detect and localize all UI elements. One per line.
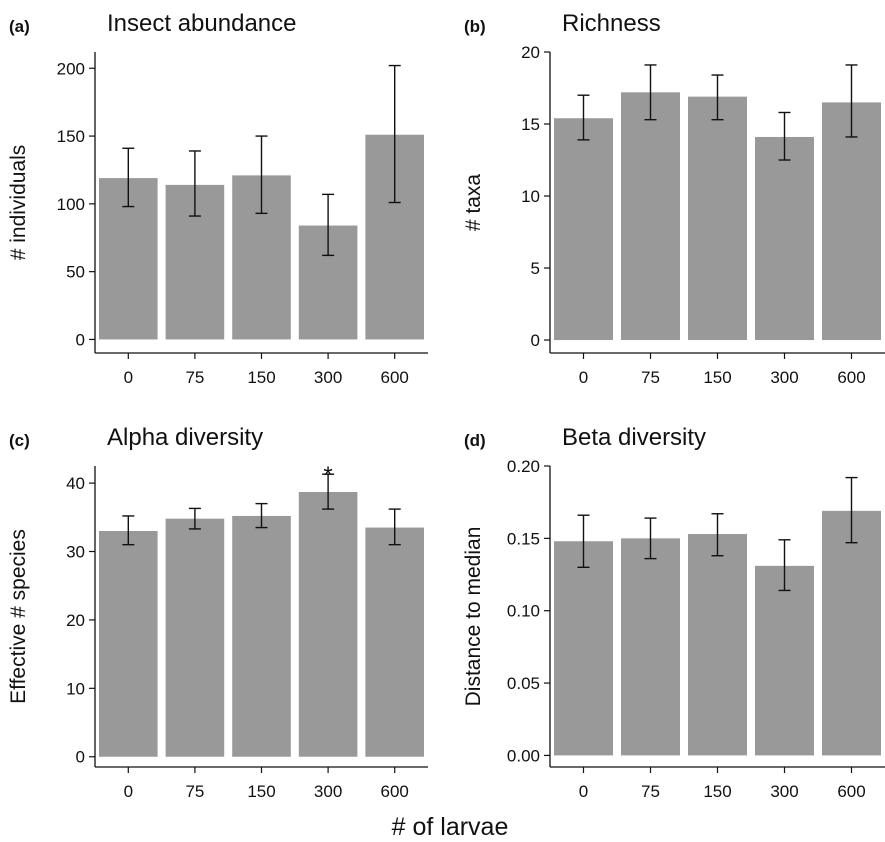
panels: (a) Insect abundance# individuals05010015…	[7, 10, 885, 801]
y-tick-label: 50	[66, 263, 85, 282]
bar	[232, 515, 291, 757]
bar	[554, 541, 613, 756]
x-tick-label: 0	[124, 368, 133, 387]
bar	[365, 527, 424, 757]
shared-x-axis-label: # of larvae	[392, 813, 509, 841]
x-tick-label: 75	[185, 782, 204, 801]
y-tick-label: 150	[57, 127, 85, 146]
error-bar	[644, 517, 657, 560]
x-tick-label: 150	[703, 782, 731, 801]
panel-letter: (c)	[9, 431, 30, 450]
x-tick-label: 150	[703, 368, 731, 387]
error-bar	[188, 150, 201, 217]
x-tick-label: 600	[381, 368, 409, 387]
chart-panel: (a) Insect abundance # individuals 0 50 100 15…	[7, 10, 428, 387]
y-tick-label: 0	[76, 748, 85, 767]
x-tick-label: 75	[641, 782, 660, 801]
error-bar	[255, 502, 268, 529]
x-tick-label: 300	[314, 368, 342, 387]
error-bar	[388, 508, 401, 546]
y-tick-label: 30	[66, 543, 85, 562]
y-tick-label: 0.00	[507, 746, 540, 765]
x-tick-label: 75	[185, 368, 204, 387]
bar	[621, 538, 680, 756]
y-axis-label: # individuals	[7, 145, 30, 261]
significance-marker: *	[323, 462, 332, 489]
bar	[822, 510, 881, 756]
y-tick-label: 15	[521, 115, 540, 134]
error-bar	[711, 74, 724, 121]
chart-panel: (d) Beta diversity Distance to median 0.00 0…	[462, 424, 885, 801]
x-tick-label: 75	[641, 368, 660, 387]
error-bar	[644, 64, 657, 121]
y-tick-label: 0.10	[507, 602, 540, 621]
y-tick-label: 20	[521, 43, 540, 62]
x-tick-label: 150	[247, 368, 275, 387]
y-tick-label: 10	[66, 679, 85, 698]
panel-title: Alpha diversity	[107, 424, 263, 451]
y-tick-label: 0	[531, 331, 540, 350]
error-bar	[322, 473, 335, 510]
panel-title: Beta diversity	[562, 424, 706, 451]
chart-panel: (c) Alpha diversity Effective # species * 0 1…	[7, 424, 428, 801]
x-tick-label: 0	[579, 368, 588, 387]
panel-letter: (b)	[464, 17, 486, 36]
bar	[298, 491, 358, 757]
x-tick-label: 600	[837, 368, 865, 387]
bar	[99, 530, 158, 757]
bar	[165, 518, 225, 757]
x-tick-label: 600	[381, 782, 409, 801]
x-tick-label: 600	[837, 782, 865, 801]
y-tick-label: 0	[76, 330, 85, 349]
panel-letter: (d)	[464, 431, 486, 450]
chart-panel: (b) Richness # taxa 0 5 10 15 20 0 75 150 300 600	[462, 10, 885, 387]
error-bar	[577, 94, 590, 141]
bar	[554, 118, 613, 341]
x-tick-label: 300	[314, 782, 342, 801]
bar	[755, 136, 814, 341]
y-tick-label: 0.15	[507, 529, 540, 548]
x-tick-label: 0	[579, 782, 588, 801]
y-tick-label: 100	[57, 195, 85, 214]
x-tick-label: 300	[770, 368, 798, 387]
error-bar	[255, 135, 268, 215]
y-tick-label: 0.20	[507, 457, 540, 476]
y-tick-label: 5	[531, 259, 540, 278]
x-tick-label: 0	[124, 782, 133, 801]
error-bar	[122, 515, 135, 546]
panel-title: Richness	[562, 10, 661, 37]
y-axis-label: Distance to median	[462, 527, 485, 707]
error-bar	[322, 193, 335, 257]
error-bar	[778, 111, 791, 161]
y-tick-label: 20	[66, 611, 85, 630]
x-tick-label: 150	[247, 782, 275, 801]
y-tick-label: 200	[57, 59, 85, 78]
y-tick-label: 10	[521, 187, 540, 206]
panel-title: Insect abundance	[107, 10, 296, 37]
error-bar	[845, 476, 858, 544]
bar	[688, 534, 747, 756]
error-bar	[188, 507, 201, 530]
bar	[621, 92, 680, 341]
error-bar	[388, 64, 401, 204]
error-bar	[845, 64, 858, 138]
error-bar	[122, 147, 135, 208]
error-bar	[577, 514, 590, 568]
y-tick-label: 40	[66, 474, 85, 493]
panel-letter: (a)	[9, 17, 30, 36]
y-axis-label: # taxa	[462, 174, 485, 232]
y-axis-label: Effective # species	[7, 529, 30, 704]
bar	[822, 102, 881, 341]
error-bar	[711, 513, 724, 557]
error-bar	[778, 539, 791, 592]
y-tick-label: 0.05	[507, 674, 540, 693]
x-tick-label: 300	[770, 782, 798, 801]
bar	[755, 565, 814, 756]
bar	[688, 96, 747, 341]
